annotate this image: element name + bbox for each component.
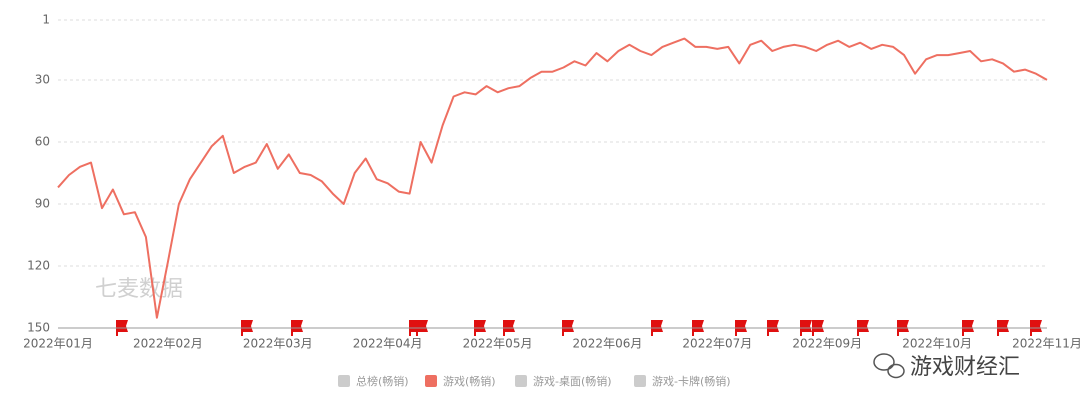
legend-label: 游戏-桌面(畅销)	[533, 374, 612, 388]
x-tick-label: 2022年01月	[23, 337, 93, 351]
y-tick-label: 90	[35, 196, 50, 210]
x-tick-label: 2022年05月	[463, 337, 533, 351]
wechat-icon	[873, 353, 905, 379]
legend-swatch	[515, 375, 527, 387]
x-tick-label: 2022年06月	[573, 337, 643, 351]
legend-label: 总榜(畅销)	[356, 374, 409, 388]
y-tick-label: 1	[42, 13, 50, 27]
y-tick-label: 60	[35, 134, 50, 148]
legend-swatch	[338, 375, 350, 387]
y-tick-label: 120	[27, 258, 50, 272]
source: 游戏财经汇	[910, 355, 1020, 380]
line-series	[57, 37, 1048, 319]
x-tick-label: 2022年07月	[682, 337, 752, 351]
legend-label: 游戏(畅销)	[443, 374, 496, 388]
x-tick-label: 2022年02月	[133, 337, 203, 351]
x-tick-label: 2022年10月	[902, 337, 972, 351]
legend-label: 游戏-卡牌(畅销)	[652, 374, 731, 388]
x-tick-label: 2022年09月	[792, 337, 862, 351]
legend-swatch	[425, 375, 437, 387]
x-tick-label: 2022年11月	[1012, 337, 1080, 351]
y-tick-label: 30	[35, 72, 50, 86]
y-tick-label: 150	[27, 321, 50, 335]
watermark: 七麦数据	[95, 277, 183, 302]
legend-swatch	[634, 375, 646, 387]
x-tick-label: 2022年03月	[243, 337, 313, 351]
x-tick-label: 2022年04月	[353, 337, 423, 351]
